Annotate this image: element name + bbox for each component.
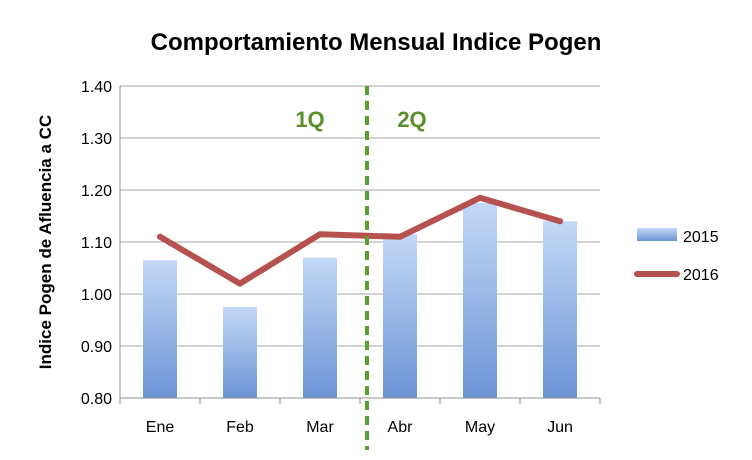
y-tick-label: 1.20 — [81, 183, 112, 200]
bar-ene — [143, 260, 177, 398]
x-tick-label: May — [465, 419, 495, 436]
line-point-mar — [317, 231, 323, 238]
y-axis-ticks: 0.80 0.90 1.00 1.10 1.20 1.30 1.40 — [81, 79, 112, 408]
bar-abr — [383, 234, 417, 398]
line-series-2016 — [157, 194, 563, 287]
x-tick-label: Ene — [146, 419, 175, 436]
line-point-abr — [397, 233, 403, 240]
x-axis-ticks: Ene Feb Mar Abr May Jun — [146, 419, 573, 436]
x-tick-label: Mar — [306, 419, 334, 436]
chart-title: Comportamiento Mensual Indice Pogen — [151, 29, 602, 56]
line-point-ene — [157, 233, 163, 240]
bar-series-2015 — [143, 203, 577, 398]
x-axis — [119, 397, 601, 404]
line-path-2016 — [157, 194, 563, 287]
gridlines — [119, 85, 600, 399]
bar-mar — [303, 257, 337, 398]
legend-label-2016: 2016 — [683, 267, 719, 284]
bar-may — [463, 203, 497, 398]
y-tick-label: 1.40 — [81, 79, 112, 96]
legend-swatch-2015 — [637, 228, 677, 241]
y-tick-label: 1.30 — [81, 131, 112, 148]
y-tick-label: 0.80 — [81, 391, 112, 408]
y-tick-label: 0.90 — [81, 339, 112, 356]
y-tick-label: 1.10 — [81, 235, 112, 252]
x-tick-label: Abr — [388, 419, 414, 436]
x-tick-label: Jun — [547, 419, 573, 436]
line-point-may — [477, 194, 483, 201]
y-tick-label: 1.00 — [81, 287, 112, 304]
annotation-1q: 1Q — [295, 107, 324, 132]
annotation-2q: 2Q — [397, 107, 426, 132]
legend-label-2015: 2015 — [683, 229, 719, 246]
line-point-feb — [237, 280, 243, 287]
x-tick-label: Feb — [226, 419, 254, 436]
bar-feb — [223, 307, 257, 398]
line-point-jun — [557, 218, 563, 225]
bar-jun — [543, 221, 577, 398]
legend: 2015 2016 — [634, 228, 719, 284]
y-axis-label: Indice Pogen de Afluencia a CC — [36, 115, 55, 369]
